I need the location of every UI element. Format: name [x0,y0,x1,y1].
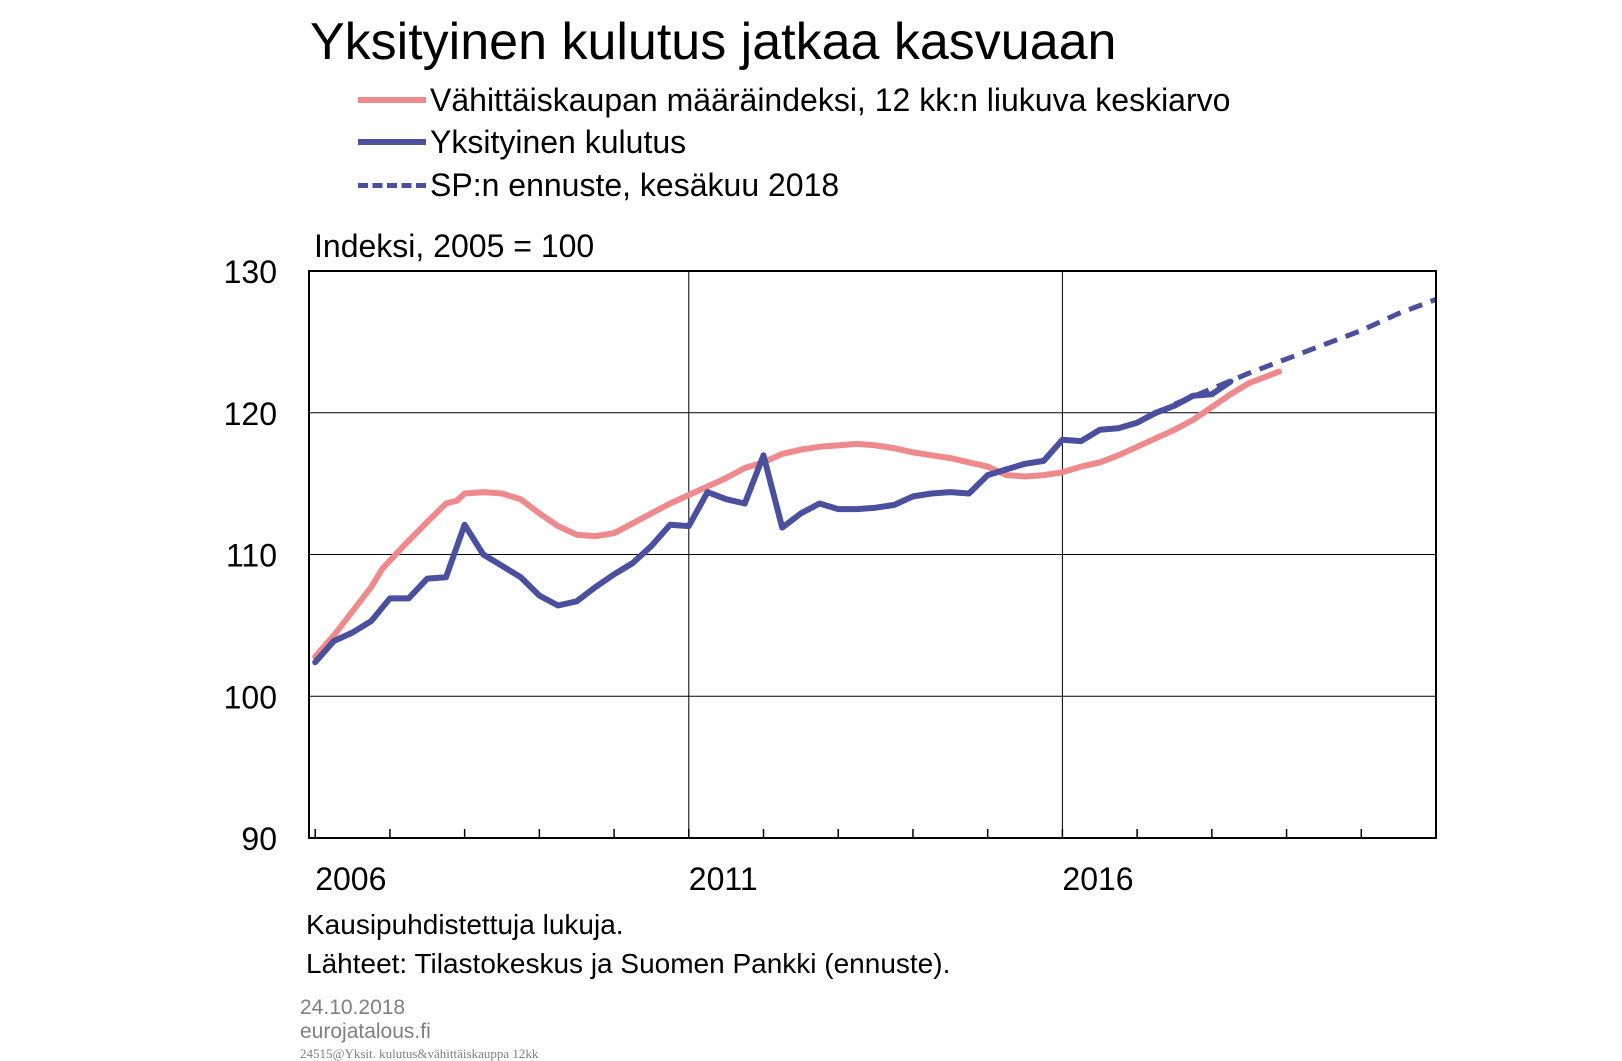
series-lines [312,297,1437,666]
file-reference: 24515@Yksit. kulutus&vähittäiskauppa 12k… [300,1046,539,1061]
axis-ticks: 90 100 110 120 130 2006 2011 2016 [224,254,1363,897]
plot-frame [308,270,1437,839]
x-tick-label-2006: 2006 [315,861,386,897]
y-tick-label-120: 120 [224,396,277,432]
series-line-0 [312,368,1283,660]
publish-date: 24.10.2018 [300,996,406,1019]
y-tick-label-90: 90 [241,821,277,857]
x-tick-label-2011: 2011 [689,861,758,897]
note-sources: Lähteet: Tilastokeskus ja Suomen Pankki … [306,948,951,979]
legend-label-retail: Vähittäiskaupan määräindeksi, 12 kk:n li… [430,82,1231,118]
chart-title: Yksityinen kulutus jatkaa kasvuaan [310,13,1117,71]
series-line-2 [1173,297,1437,407]
legend-item-consumption: Yksityinen kulutus [358,122,686,162]
note-seasonal: Kausipuhdistettuja lukuja. [306,909,624,940]
grid [309,271,1436,838]
y-tick-label-110: 110 [226,538,277,574]
legend-label-forecast: SP:n ennuste, kesäkuu 2018 [430,167,840,203]
legend-item-retail: Vähittäiskaupan määräindeksi, 12 kk:n li… [358,80,1230,120]
legend-swatch-forecast [358,182,426,188]
x-tick-label-2016: 2016 [1062,861,1133,897]
site-name: eurojatalous.fi [300,1020,431,1043]
series-line-1 [312,378,1234,666]
y-axis-label: Indeksi, 2005 = 100 [314,228,595,264]
legend-swatch-retail [358,97,426,103]
legend-label-consumption: Yksityinen kulutus [430,124,687,160]
y-tick-label-100: 100 [224,679,277,715]
y-tick-label-130: 130 [224,254,277,290]
legend-swatch-consumption [358,139,426,145]
legend-item-forecast: SP:n ennuste, kesäkuu 2018 [358,165,839,205]
